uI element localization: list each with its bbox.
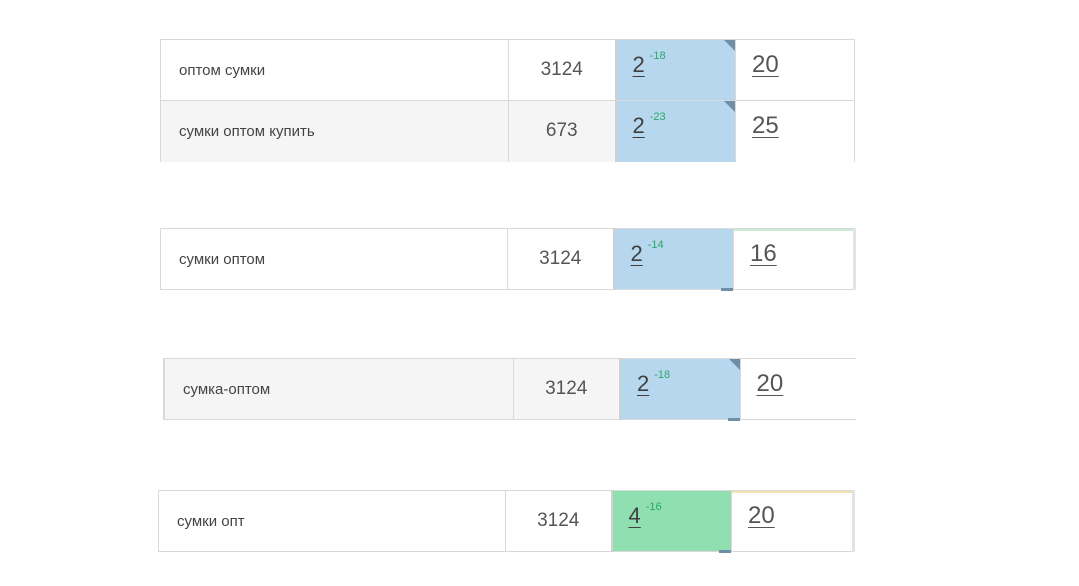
keyword-table-2: сумки оптом 3124 2 -14 16 bbox=[160, 228, 856, 291]
corner-marker-icon bbox=[721, 288, 733, 291]
position-cell[interactable]: 2 -18 bbox=[614, 39, 736, 101]
keyword-table-3: сумка-оптом 3124 2 -18 20 bbox=[163, 358, 856, 421]
table-row: сумки оптом 3124 2 -14 16 bbox=[160, 228, 856, 291]
frequency-cell: 673 bbox=[508, 100, 616, 162]
position-cell[interactable]: 2 -14 bbox=[612, 228, 734, 291]
competitors-cell[interactable]: 20 bbox=[739, 358, 856, 420]
competitors-link[interactable]: 25 bbox=[752, 112, 779, 139]
competitors-link[interactable]: 20 bbox=[752, 51, 779, 78]
position-delta: -16 bbox=[645, 501, 662, 513]
keyword-cell: оптом сумки bbox=[160, 39, 509, 101]
keyword-cell: сумки оптом bbox=[160, 228, 508, 290]
table-row: сумки опт 3124 4 -16 20 bbox=[158, 490, 855, 553]
position-delta: -18 bbox=[654, 369, 671, 381]
position-cell[interactable]: 2 -23 bbox=[614, 100, 736, 162]
competitors-link[interactable]: 20 bbox=[748, 502, 775, 529]
corner-marker-icon bbox=[727, 418, 740, 421]
keyword-table-1: оптом сумки 3124 2 -18 20 сумки оптом куп… bbox=[160, 39, 855, 162]
frequency-cell: 3124 bbox=[512, 358, 620, 420]
corner-marker-icon bbox=[724, 40, 735, 51]
keyword-table-4: сумки опт 3124 4 -16 20 bbox=[158, 490, 855, 553]
table-row: сумка-оптом 3124 2 -18 20 bbox=[163, 358, 856, 421]
table-row: оптом сумки 3124 2 -18 20 bbox=[160, 39, 855, 101]
corner-marker-icon bbox=[719, 550, 731, 553]
competitors-cell[interactable]: 20 bbox=[731, 490, 855, 552]
frequency-cell: 3124 bbox=[505, 490, 612, 552]
position-cell[interactable]: 4 -16 bbox=[610, 490, 732, 553]
competitors-link[interactable]: 16 bbox=[750, 240, 777, 267]
competitors-link[interactable]: 20 bbox=[756, 370, 784, 397]
keyword-cell: сумка-оптом bbox=[163, 358, 513, 420]
corner-marker-icon bbox=[728, 359, 740, 370]
table-row: сумки оптом купить 673 2 -23 25 bbox=[160, 100, 855, 162]
position-cell[interactable]: 2 -18 bbox=[619, 358, 740, 421]
competitors-cell[interactable]: 25 bbox=[735, 100, 855, 162]
keyword-cell: сумки оптом купить bbox=[160, 100, 509, 162]
position-delta: -18 bbox=[649, 50, 666, 62]
competitors-cell[interactable]: 16 bbox=[733, 228, 856, 290]
position-link[interactable]: 2 bbox=[632, 113, 645, 138]
position-link[interactable]: 4 bbox=[628, 503, 641, 528]
position-delta: -14 bbox=[647, 239, 664, 251]
position-link[interactable]: 2 bbox=[632, 52, 645, 77]
frequency-cell: 3124 bbox=[507, 228, 614, 290]
corner-marker-icon bbox=[724, 101, 735, 112]
competitors-cell[interactable]: 20 bbox=[735, 39, 855, 101]
keyword-cell: сумки опт bbox=[158, 490, 506, 552]
position-delta: -23 bbox=[649, 111, 666, 123]
position-link[interactable]: 2 bbox=[637, 371, 650, 396]
frequency-cell: 3124 bbox=[508, 39, 616, 101]
position-link[interactable]: 2 bbox=[630, 241, 643, 266]
